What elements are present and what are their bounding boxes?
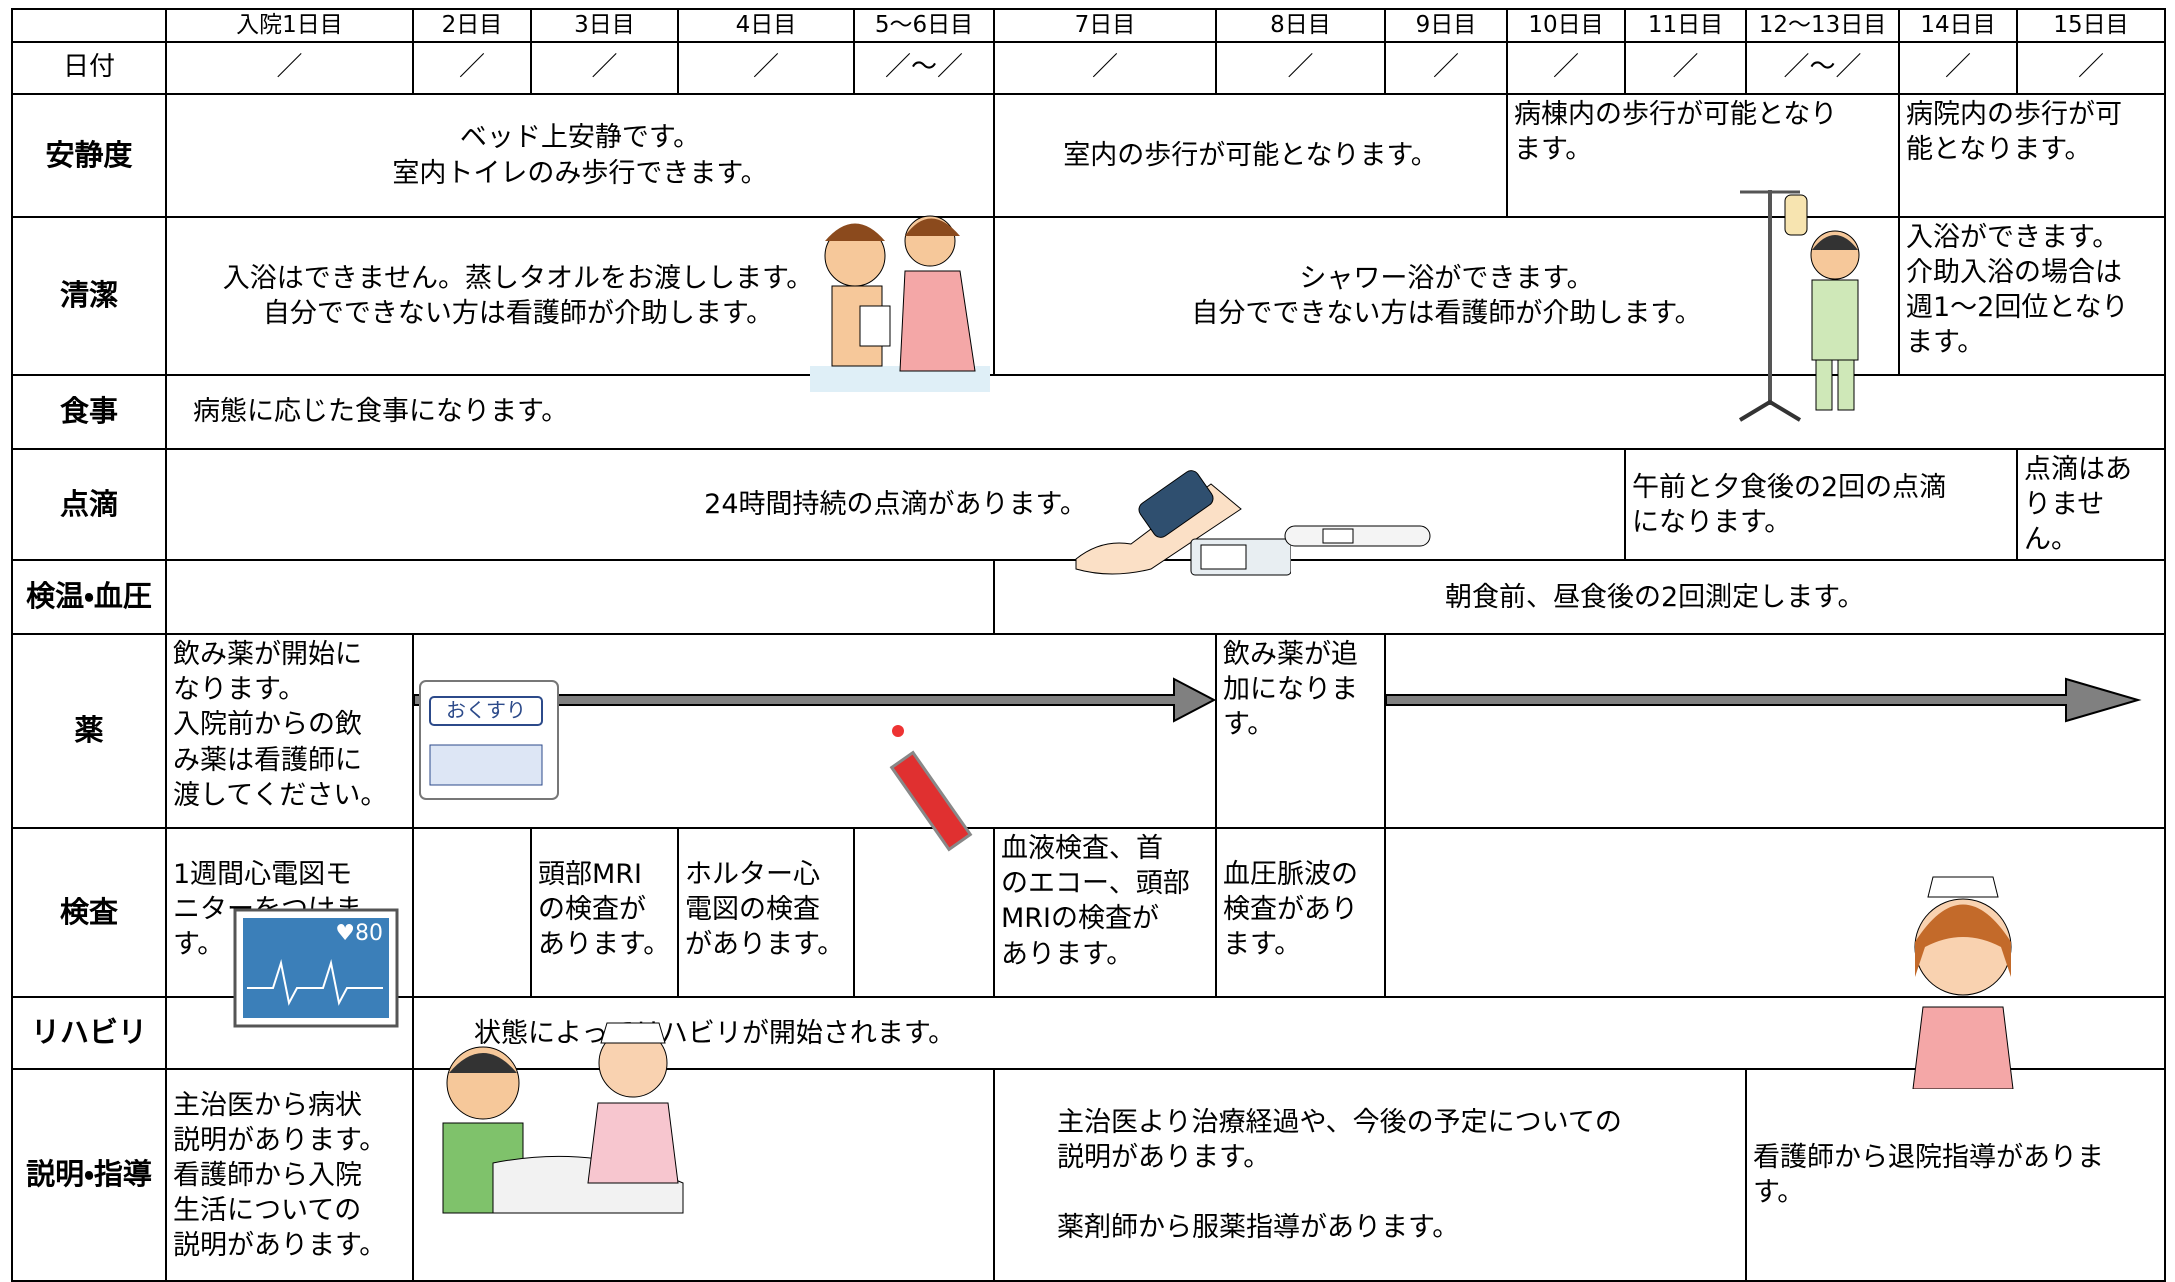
medicine-bag-illustration: おくすり: [419, 680, 559, 800]
day-header: 3日目: [530, 8, 679, 43]
row-drip: 点滴 24時間持続の点滴があります。 午前と夕食後の2回の点滴 になります。 点滴はあ…: [11, 447, 2166, 562]
cell: 主治医より治療経過や、今後の予定についての 説明があります。 薬剤師から服薬指導…: [993, 1068, 1747, 1282]
cell: ホルター心 電図の検査 があります。: [677, 827, 855, 999]
cell: 看護師から退院指導がありま す。: [1745, 1068, 2166, 1282]
cell: 入浴ができます。 介助入浴の場合は 週1～2回位となり ます。: [1898, 216, 2166, 376]
date-cell: ／～／: [1745, 41, 1900, 95]
row-vitals: 検温・血圧 朝食前、昼食後の2回測定します。: [11, 559, 2166, 636]
cell: 室内の歩行が可能となります。: [993, 93, 1508, 218]
cell: 血圧脈波の 検査があり ます。: [1215, 827, 1386, 999]
day-header: 12～13日目: [1745, 8, 1900, 43]
row-medicine: 薬飲み薬が開始に なります。 入院前からの飲 み薬は看護師に 渡してください。 …: [11, 633, 2166, 830]
date-cell: ／: [165, 41, 414, 95]
date-cell: ／: [1898, 41, 2018, 95]
cell: 病院内の歩行が可 能となります。: [1898, 93, 2166, 218]
day-header: 14日目: [1898, 8, 2018, 43]
cell: 午前と夕食後の2回の点滴 になります。: [1624, 447, 2018, 562]
row-label: 検査: [11, 827, 167, 999]
cell: 血液検査、首 のエコー、頭部 MRIの検査が あります。: [993, 827, 1217, 999]
row-label: 食事: [11, 374, 167, 450]
bathing-illustration: [810, 215, 990, 392]
date-cell: ／: [530, 41, 679, 95]
cell: 朝食前、昼食後の2回測定します。: [993, 559, 2166, 636]
date-cell: ／: [993, 41, 1217, 95]
monitor-illustration: ♥80: [233, 908, 399, 1028]
day-header: 4日目: [677, 8, 855, 43]
cell: 状態によってリハビリが開始されます。: [412, 996, 2166, 1071]
cell: 飲み薬が開始に なります。 入院前からの飲 み薬は看護師に 渡してください。: [165, 633, 414, 830]
arrow-cell: [1384, 633, 2166, 830]
cell: 病棟内の歩行が可能となり ます。: [1506, 93, 1900, 218]
date-cell: ／: [2016, 41, 2166, 95]
day-header: 9日目: [1384, 8, 1508, 43]
row-label: 説明・指導: [11, 1068, 167, 1282]
row-label: 点滴: [11, 447, 167, 562]
row-hygiene: 清潔 入浴はできません。蒸しタオルをお渡しします。 自分でできない方は看護師が介助…: [11, 216, 2166, 376]
day-header: 11日目: [1624, 8, 1747, 43]
cell: 飲み薬が追 加になりま す。: [1215, 633, 1386, 830]
row-label: 日付: [11, 41, 167, 95]
day-header: 15日目: [2016, 8, 2166, 43]
blood-pressure-illustration: [1075, 470, 1291, 576]
empty-cell: [1384, 827, 2166, 999]
row-label: 検温・血圧: [11, 559, 167, 636]
row-label: リハビリ: [11, 996, 167, 1071]
cell: 主治医から病状 説明があります。 看護師から入院 生活についての 説明があります…: [165, 1068, 414, 1282]
row-label: 清潔: [11, 216, 167, 376]
nurse-illustration: [1912, 876, 2014, 1089]
day-header: 10日目: [1506, 8, 1626, 43]
date-cell: ／: [1506, 41, 1626, 95]
day-header: 2日目: [412, 8, 532, 43]
row-rest: 安静度 ベッド上安静です。 室内トイレのみ歩行できます。 室内の歩行が可能となります…: [11, 93, 2166, 218]
day-header: 8日目: [1215, 8, 1386, 43]
bag-label: おくすり: [446, 698, 526, 722]
row-label: 薬: [11, 633, 167, 830]
syringe-illustration: [889, 725, 973, 852]
empty-cell: [853, 827, 995, 999]
date-row: 日付／／／／／～／／／／／／／～／／／: [11, 41, 2166, 95]
date-cell: ／: [677, 41, 855, 95]
date-cell: ／: [1624, 41, 1747, 95]
cell: シャワー浴ができます。 自分でできない方は看護師が介助します。: [993, 216, 1900, 376]
row-label: 安静度: [11, 93, 167, 218]
date-cell: ／: [1384, 41, 1508, 95]
day-header: 入院1日目: [165, 8, 414, 43]
page: クリニカルパス {"header": {"days": ["入院1日目", "2…: [11, 8, 2166, 1282]
date-cell: ／: [1215, 41, 1386, 95]
pathway-table: 入院1日目 2日目 3日目 4日目 5～6日目 7日目 8日目 9日目 10日目 11日目 12～1…: [11, 8, 2166, 1282]
corner-cell: [11, 8, 167, 43]
empty-cell: [165, 559, 995, 636]
date-cell: ／: [412, 41, 532, 95]
consultation-illustration: [442, 1022, 684, 1214]
cell: ベッド上安静です。 室内トイレのみ歩行できます。: [165, 93, 995, 218]
header-row: 入院1日目 2日目 3日目 4日目 5～6日目 7日目 8日目 9日目 10日目 11日目 12～1…: [11, 8, 2166, 43]
date-cell: ／～／: [853, 41, 995, 95]
thermometer-illustration: [1284, 525, 1431, 547]
heart-rate: ♥80: [335, 921, 383, 946]
cell: 点滴はあ りません。: [2016, 447, 2166, 562]
empty-cell: [412, 827, 532, 999]
row-rehab: リハビリ 状態によってリハビリが開始されます。: [11, 996, 2166, 1071]
page-body: 入院1日目 2日目 3日目 4日目 5～6日目 7日目 8日目 9日目 10日目 11日目 12～1…: [11, 8, 2166, 1282]
row-guidance: 説明・指導 主治医から病状 説明があります。 看護師から入院 生活についての 説明…: [11, 1068, 2166, 1282]
cell: 頭部MRI の検査が あります。: [530, 827, 679, 999]
day-header: 7日目: [993, 8, 1217, 43]
arrow: [1387, 677, 2142, 723]
day-header: 5～6日目: [853, 8, 995, 43]
iv-stand-illustration: [1738, 190, 1860, 422]
